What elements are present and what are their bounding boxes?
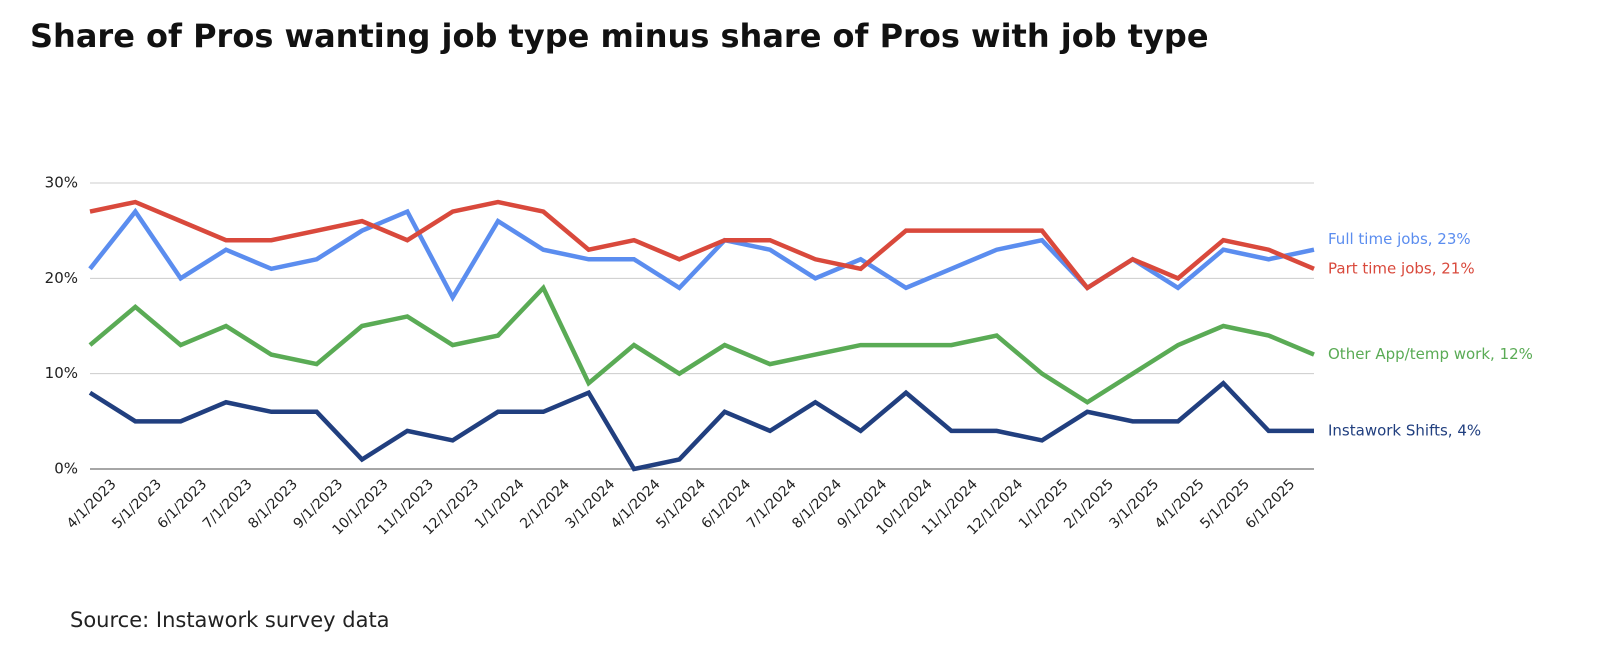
y-tick-label: 20% — [45, 269, 78, 287]
series-line — [88, 283, 1315, 405]
x-tick-label: 6/1/2025 — [1243, 476, 1299, 532]
y-tick-label: 0% — [54, 460, 78, 478]
end-label: Part time jobs, 21% — [1328, 259, 1475, 277]
y-tick-label: 10% — [45, 364, 78, 382]
end-label: Instawork Shifts, 4% — [1328, 421, 1481, 439]
end-label: Full time jobs, 23% — [1328, 230, 1471, 248]
series-line — [89, 199, 1315, 291]
y-tick-label: 30% — [45, 174, 78, 192]
source-note: Source: Instawork survey data — [70, 608, 390, 632]
chart-title: Share of Pros wanting job type minus sha… — [30, 17, 1209, 55]
end-label: Other App/temp work, 12% — [1328, 345, 1533, 363]
series-line — [88, 380, 1314, 472]
series-line — [88, 207, 1315, 302]
